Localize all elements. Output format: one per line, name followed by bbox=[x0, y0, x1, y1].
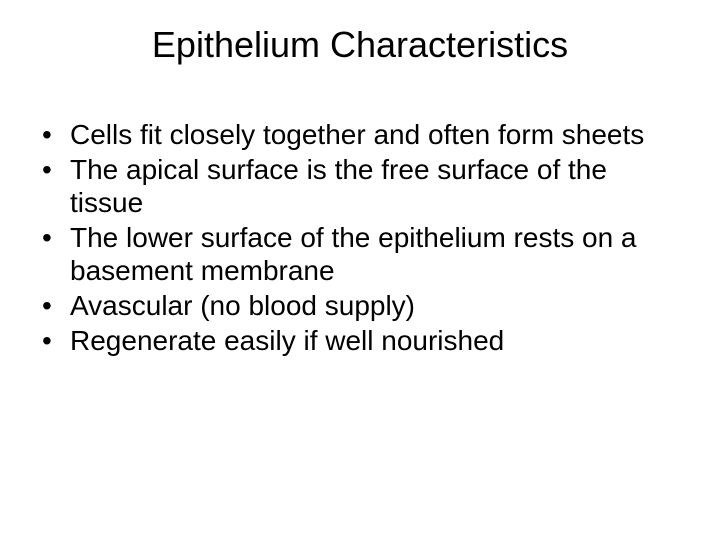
slide: Epithelium Characteristics Cells fit clo… bbox=[0, 0, 720, 540]
bullet-list: Cells fit closely together and often for… bbox=[36, 118, 684, 357]
list-item: Avascular (no blood supply) bbox=[36, 289, 684, 322]
list-item: The apical surface is the free surface o… bbox=[36, 153, 684, 219]
list-item: The lower surface of the epithelium rest… bbox=[36, 221, 684, 287]
list-item: Cells fit closely together and often for… bbox=[36, 118, 684, 151]
list-item: Regenerate easily if well nourished bbox=[36, 324, 684, 357]
slide-title: Epithelium Characteristics bbox=[0, 24, 720, 66]
slide-body: Cells fit closely together and often for… bbox=[36, 118, 684, 359]
